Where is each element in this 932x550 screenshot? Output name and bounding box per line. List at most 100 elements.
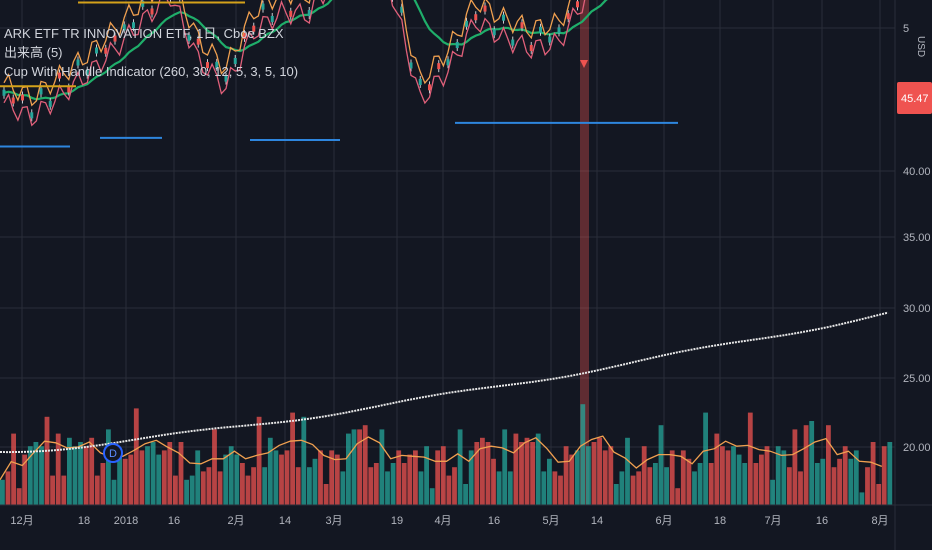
time-tick-label: 16 bbox=[816, 515, 828, 527]
volume-bar bbox=[636, 471, 642, 505]
price-tick-label: 35.00 bbox=[903, 232, 931, 244]
volume-bar bbox=[251, 467, 256, 505]
candle-body bbox=[39, 88, 43, 95]
candle-body bbox=[132, 22, 135, 29]
volume-bar bbox=[407, 454, 413, 505]
volume-bar bbox=[547, 458, 552, 505]
volume-bar bbox=[764, 446, 770, 505]
candle-body bbox=[557, 27, 561, 34]
time-tick-label: 16 bbox=[488, 515, 500, 527]
time-tick-label: 2月 bbox=[227, 515, 244, 527]
volume-bar bbox=[117, 450, 122, 505]
time-tick-label: 3月 bbox=[325, 515, 342, 527]
price-tick-label: 5 bbox=[903, 23, 909, 35]
volume-bar bbox=[669, 450, 675, 505]
volume-bar bbox=[826, 425, 831, 505]
volume-bar bbox=[552, 471, 558, 505]
volume-bar bbox=[390, 463, 396, 505]
volume-bar bbox=[178, 442, 184, 505]
volume-bar bbox=[452, 467, 457, 505]
volume-bar bbox=[530, 442, 535, 505]
volume-bar bbox=[290, 412, 295, 505]
volume-bar bbox=[435, 450, 441, 505]
volume-bar bbox=[558, 475, 563, 505]
volume-bar bbox=[491, 458, 496, 505]
volume-bar bbox=[329, 450, 335, 505]
volume-bar bbox=[429, 488, 435, 505]
candle-body bbox=[261, 3, 265, 10]
volume-bar bbox=[457, 429, 463, 505]
candle-body bbox=[409, 62, 413, 69]
volume-bar bbox=[502, 429, 508, 505]
volume-bar bbox=[368, 467, 374, 505]
time-tick-label: 5月 bbox=[542, 515, 559, 527]
time-tick-label: 19 bbox=[391, 515, 403, 527]
candle-body bbox=[418, 78, 422, 85]
volume-bar bbox=[625, 437, 630, 505]
volume-bar bbox=[256, 416, 262, 505]
volume-bar bbox=[507, 471, 513, 505]
candle-body bbox=[58, 72, 61, 79]
volume-bar bbox=[792, 429, 798, 505]
time-tick-label: 18 bbox=[714, 515, 726, 527]
volume-bar bbox=[223, 454, 229, 505]
volume-bar bbox=[50, 475, 55, 505]
volume-bar bbox=[5, 471, 11, 505]
volume-bar bbox=[647, 467, 653, 505]
volume-bar bbox=[89, 437, 95, 505]
candle-body bbox=[21, 94, 24, 101]
volume-bar bbox=[33, 442, 39, 505]
volume-bar bbox=[653, 463, 658, 505]
volume-bar bbox=[262, 467, 268, 505]
volume-bar bbox=[340, 471, 346, 505]
candle-body bbox=[307, 10, 311, 17]
volume-bar bbox=[692, 471, 697, 505]
candle-body bbox=[576, 1, 579, 8]
volume-bar bbox=[273, 450, 279, 505]
volume-bar bbox=[798, 471, 803, 505]
volume-bar bbox=[312, 458, 318, 505]
volume-bar bbox=[586, 446, 591, 505]
candle-body bbox=[428, 84, 431, 91]
volume-bar bbox=[334, 454, 340, 505]
volume-bar bbox=[440, 446, 446, 505]
volume-bar bbox=[641, 446, 647, 505]
volume-bar bbox=[602, 450, 608, 505]
volume-bar bbox=[731, 446, 736, 505]
candle-body bbox=[141, 0, 145, 7]
volume-bar bbox=[814, 463, 820, 505]
volume-bar bbox=[61, 475, 67, 505]
down-arrow-marker bbox=[580, 60, 588, 68]
last-price-label: 45.47 bbox=[901, 93, 929, 105]
volume-bar bbox=[217, 471, 223, 505]
event-marker-label: D bbox=[109, 448, 117, 460]
time-tick-label: 2018 bbox=[114, 515, 138, 527]
volume-bar bbox=[591, 442, 597, 505]
volume-bar bbox=[787, 467, 792, 505]
volume-bar bbox=[385, 471, 390, 505]
volume-bar bbox=[703, 412, 708, 505]
volume-bar bbox=[351, 429, 357, 505]
volume-bar bbox=[463, 484, 468, 505]
volume-bar bbox=[267, 437, 273, 505]
volume-bar bbox=[608, 446, 614, 505]
volume-bar bbox=[519, 442, 524, 505]
volume-bar bbox=[189, 475, 195, 505]
volume-bar bbox=[167, 442, 173, 505]
volume-bar bbox=[580, 404, 586, 505]
event-marker-circle bbox=[103, 443, 123, 463]
volume-bar bbox=[524, 437, 530, 505]
volume-bar bbox=[485, 442, 491, 505]
volume-bar bbox=[245, 475, 251, 505]
volume-legend: 出来高 (5) bbox=[4, 45, 63, 60]
volume-bar bbox=[680, 450, 686, 505]
volume-bar bbox=[206, 467, 212, 505]
volume-bar bbox=[831, 467, 837, 505]
volume-bar bbox=[613, 484, 619, 505]
volume-bar bbox=[0, 479, 5, 505]
candle-body bbox=[492, 29, 496, 36]
volume-bar bbox=[72, 446, 78, 505]
volume-bar bbox=[39, 446, 44, 505]
volume-bar bbox=[156, 454, 162, 505]
